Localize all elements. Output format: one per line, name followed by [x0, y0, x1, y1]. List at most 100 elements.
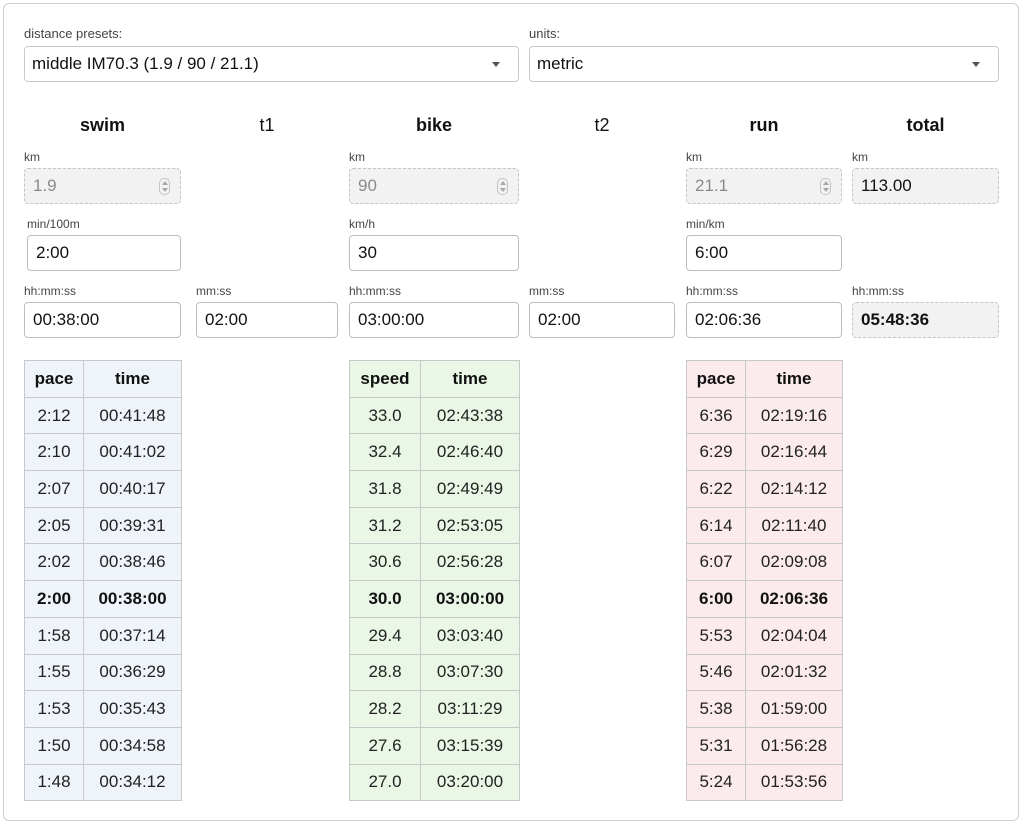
- pace-cell: 6:00: [686, 580, 746, 618]
- table-row[interactable]: 6:29 02:16:44: [686, 433, 843, 472]
- time-cell: 02:56:28: [420, 543, 520, 582]
- table-row[interactable]: 2:07 00:40:17: [24, 470, 182, 508]
- table-row[interactable]: 2:00 00:38:00: [24, 580, 182, 618]
- table-header: pace: [686, 360, 746, 398]
- bike-distance-value: 90: [358, 176, 377, 195]
- t1-time-input[interactable]: 02:00: [196, 302, 338, 338]
- table-row[interactable]: 6:22 02:14:12: [686, 470, 843, 508]
- table-row[interactable]: 28.8 03:07:30: [349, 653, 520, 692]
- run-pace-unit: min/km: [686, 217, 725, 231]
- table-row[interactable]: 1:58 00:37:14: [24, 616, 182, 655]
- presets-label: distance presets:: [24, 26, 123, 41]
- pace-cell: 6:14: [686, 506, 746, 545]
- pace-cell: 5:24: [686, 763, 746, 802]
- swim-distance-value: 1.9: [33, 176, 57, 195]
- table-header: pace: [24, 360, 84, 398]
- table-row[interactable]: 1:55 00:36:29: [24, 653, 182, 692]
- bike-time-unit: hh:mm:ss: [349, 284, 402, 298]
- pace-cell: 32.4: [349, 433, 421, 472]
- table-row[interactable]: 6:00 02:06:36: [686, 580, 843, 618]
- pace-cell: 5:38: [686, 690, 746, 728]
- table-row[interactable]: 31.8 02:49:49: [349, 470, 520, 508]
- time-cell: 02:01:32: [745, 653, 843, 692]
- total-time-value: 05:48:36: [861, 310, 930, 329]
- run-time-value: 02:06:36: [695, 310, 762, 329]
- table-row[interactable]: 32.4 02:46:40: [349, 433, 520, 472]
- pace-cell: 5:53: [686, 616, 746, 655]
- t2-time-value: 02:00: [538, 310, 581, 329]
- chevron-down-icon: [492, 62, 500, 67]
- time-cell: 00:41:48: [83, 396, 182, 435]
- run-distance-input: 21.1: [686, 168, 842, 204]
- swim-time-input[interactable]: 00:38:00: [24, 302, 181, 338]
- table-row[interactable]: 5:31 01:56:28: [686, 726, 843, 765]
- run-heading: run: [749, 115, 779, 135]
- time-cell: 02:14:12: [745, 470, 843, 508]
- pace-cell: 28.8: [349, 653, 421, 692]
- table-header: time: [83, 360, 182, 398]
- table-row[interactable]: 1:50 00:34:58: [24, 726, 182, 765]
- table-row[interactable]: 6:36 02:19:16: [686, 396, 843, 435]
- pace-cell: 2:02: [24, 543, 84, 582]
- table-row[interactable]: 28.2 03:11:29: [349, 690, 520, 728]
- table-row[interactable]: 27.0 03:20:00: [349, 763, 520, 802]
- table-row[interactable]: 6:14 02:11:40: [686, 506, 843, 545]
- table-row[interactable]: 27.6 03:15:39: [349, 726, 520, 765]
- bike-time-value: 03:00:00: [358, 310, 425, 329]
- units-select[interactable]: metric: [529, 46, 999, 82]
- time-cell: 00:34:58: [83, 726, 182, 765]
- table-row[interactable]: 30.0 03:00:00: [349, 580, 520, 618]
- table-header: time: [745, 360, 843, 398]
- run-distance-unit: km: [686, 150, 702, 164]
- chevron-down-icon: [972, 62, 980, 67]
- pace-cell: 31.2: [349, 506, 421, 545]
- swim-distance-unit: km: [24, 150, 40, 164]
- table-row[interactable]: 29.4 03:03:40: [349, 616, 520, 655]
- time-cell: 00:39:31: [83, 506, 182, 545]
- pace-cell: 29.4: [349, 616, 421, 655]
- table-row[interactable]: 6:07 02:09:08: [686, 543, 843, 582]
- t1-heading: t1: [259, 115, 275, 135]
- time-cell: 03:20:00: [420, 763, 520, 802]
- table-row[interactable]: 33.0 02:43:38: [349, 396, 520, 435]
- table-row[interactable]: 5:24 01:53:56: [686, 763, 843, 802]
- total-heading: total: [906, 115, 945, 135]
- table-row[interactable]: 2:05 00:39:31: [24, 506, 182, 545]
- table-row[interactable]: 30.6 02:56:28: [349, 543, 520, 582]
- bike-speed-input[interactable]: 30: [349, 235, 519, 271]
- time-cell: 00:38:00: [83, 580, 182, 618]
- bike-distance-input: 90: [349, 168, 519, 204]
- time-cell: 01:53:56: [745, 763, 843, 802]
- time-cell: 03:07:30: [420, 653, 520, 692]
- table-row[interactable]: 5:38 01:59:00: [686, 690, 843, 728]
- spinner-icon: [820, 178, 831, 195]
- table-row[interactable]: 1:48 00:34:12: [24, 763, 182, 802]
- swim-pace-unit: min/100m: [27, 217, 80, 231]
- t2-time-input[interactable]: 02:00: [529, 302, 675, 338]
- swim-time-unit: hh:mm:ss: [24, 284, 77, 298]
- table-row[interactable]: 1:53 00:35:43: [24, 690, 182, 728]
- bike-time-input[interactable]: 03:00:00: [349, 302, 519, 338]
- run-time-input[interactable]: 02:06:36: [686, 302, 842, 338]
- run-distance-value: 21.1: [695, 176, 729, 195]
- total-time-unit: hh:mm:ss: [852, 284, 905, 298]
- pace-cell: 2:10: [24, 433, 84, 472]
- total-distance-value: 113.00: [861, 176, 912, 195]
- spinner-icon: [497, 178, 508, 195]
- distance-presets-select[interactable]: middle IM70.3 (1.9 / 90 / 21.1): [24, 46, 519, 82]
- t2-heading: t2: [594, 115, 610, 135]
- run-pace-input[interactable]: 6:00: [686, 235, 842, 271]
- time-cell: 03:11:29: [420, 690, 520, 728]
- table-row[interactable]: 2:12 00:41:48: [24, 396, 182, 435]
- bike-speed-value: 30: [358, 243, 377, 262]
- time-cell: 02:53:05: [420, 506, 520, 545]
- table-row[interactable]: 31.2 02:53:05: [349, 506, 520, 545]
- swim-pace-input[interactable]: 2:00: [27, 235, 181, 271]
- table-row[interactable]: 2:02 00:38:46: [24, 543, 182, 582]
- pace-cell: 2:07: [24, 470, 84, 508]
- table-row[interactable]: 5:46 02:01:32: [686, 653, 843, 692]
- table-row[interactable]: 2:10 00:41:02: [24, 433, 182, 472]
- time-cell: 02:09:08: [745, 543, 843, 582]
- table-row[interactable]: 5:53 02:04:04: [686, 616, 843, 655]
- pace-cell: 30.0: [349, 580, 421, 618]
